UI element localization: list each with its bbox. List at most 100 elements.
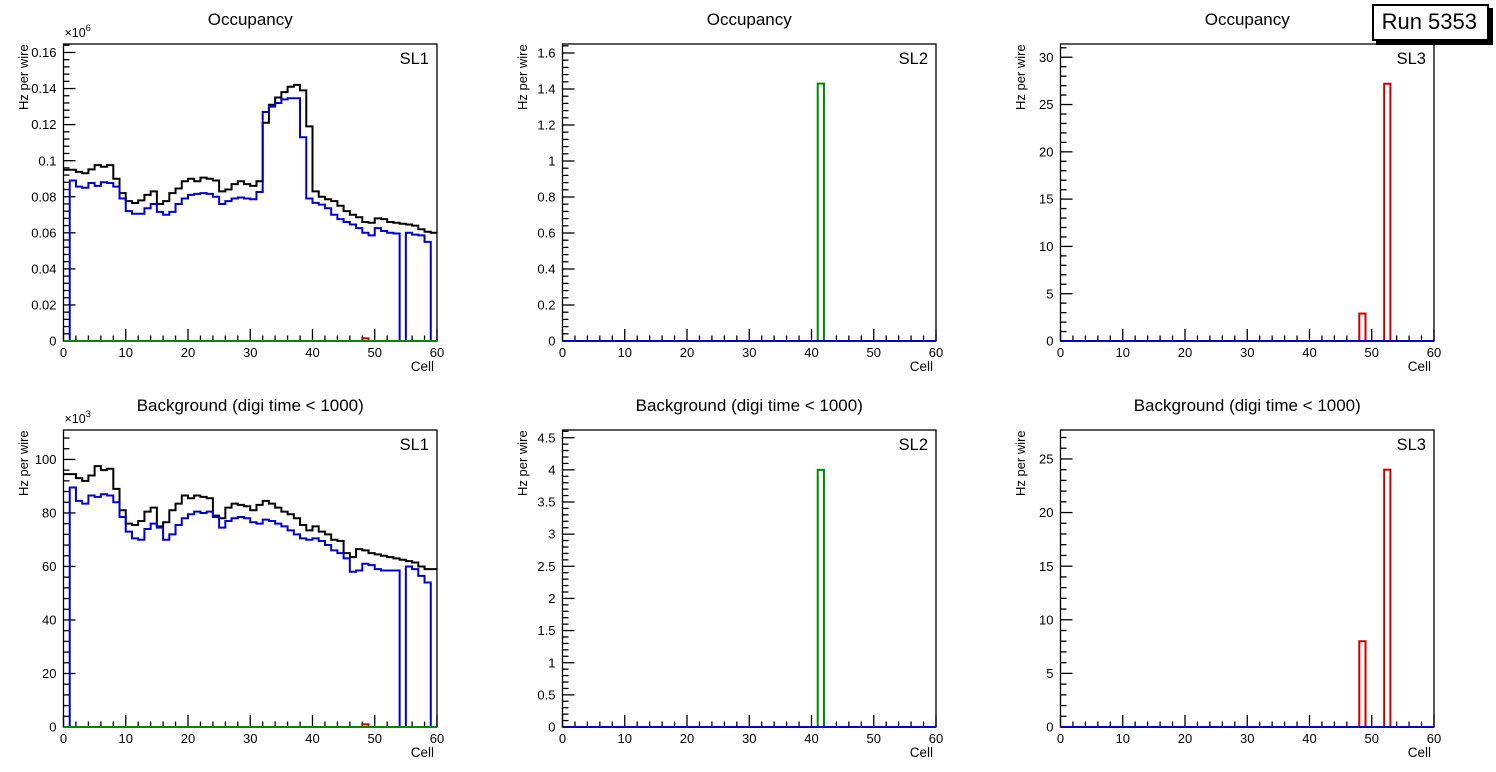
x-tick-label: 0	[559, 731, 566, 746]
panel-occupancy-sl3: 0 10 20 30 40 50 60 0 5 10 15 20 25 30 Occupancy SL3 Cel…	[997, 0, 1496, 386]
panel-label: SL1	[400, 436, 429, 454]
x-tick-label: 40	[1303, 345, 1317, 360]
run-badge-label: Run 5353	[1381, 9, 1477, 34]
chart-title: Background (digi time < 1000)	[635, 396, 862, 415]
y-tick-label: 30	[1039, 50, 1053, 65]
y-axis-title: Hz per wire	[1013, 430, 1028, 496]
x-tick-label: 0	[559, 345, 566, 360]
y-tick-label: 25	[1039, 97, 1053, 112]
x-tick-label: 40	[305, 345, 319, 360]
y-tick-label: 0.02	[31, 298, 56, 313]
y-axis-title: Hz per wire	[16, 430, 31, 496]
x-tick-label: 40	[804, 345, 818, 360]
y-tick-label: 0.04	[31, 261, 56, 276]
x-tick-label: 20	[1178, 731, 1192, 746]
x-tick-label: 10	[1116, 345, 1130, 360]
y-tick-label: 0	[548, 720, 555, 735]
y-tick-label: 40	[42, 613, 56, 628]
x-tick-label: 20	[679, 731, 693, 746]
chart-title: Occupancy	[208, 10, 293, 29]
chart-title: Occupancy	[1205, 10, 1290, 29]
x-tick-label: 10	[617, 731, 631, 746]
x-tick-label: 20	[181, 345, 195, 360]
chart-title: Occupancy	[706, 10, 792, 29]
y-tick-label: 20	[1039, 505, 1053, 520]
x-tick-label: 20	[679, 345, 693, 360]
y-axis-title: Hz per wire	[515, 44, 530, 110]
y-tick-label: 1.6	[537, 46, 555, 61]
histogram-chart-sl1: 0 10 20 30 40 50 60 0 20 40 60 80 100 ×103 Background …	[16, 396, 444, 760]
y-tick-label: 4	[548, 462, 555, 477]
x-tick-label: 60	[1427, 345, 1441, 360]
series-blue	[63, 486, 437, 728]
series-green	[816, 468, 825, 728]
histogram-chart-sl3: 0 10 20 30 40 50 60 0 5 10 15 20 25 Background (digi …	[1013, 396, 1441, 760]
x-tick-label: 30	[1240, 731, 1254, 746]
y-tick-label: 80	[42, 506, 56, 521]
x-tick-label: 50	[368, 731, 382, 746]
y-tick-label: 20	[1039, 144, 1053, 159]
panel-background-sl3: 0 10 20 30 40 50 60 0 5 10 15 20 25 Background (digi …	[997, 386, 1496, 772]
series-green	[816, 82, 825, 342]
series-blue	[63, 97, 437, 342]
series-red	[1383, 468, 1392, 728]
histogram-chart-sl3: 0 10 20 30 40 50 60 0 5 10 15 20 25 30 Occupancy SL3 Cel…	[1013, 10, 1441, 374]
x-tick-label: 0	[60, 731, 67, 746]
run-badge: Run 5353	[1371, 4, 1489, 41]
plot-frame	[561, 429, 937, 728]
y-tick-label: 0.08	[31, 189, 56, 204]
y-tick-label: 0.4	[537, 262, 555, 277]
x-axis-title: Cell	[909, 745, 932, 760]
series-black	[63, 465, 437, 571]
y-tick-label: 0.2	[537, 298, 555, 313]
x-tick-label: 40	[305, 731, 319, 746]
x-tick-label: 10	[119, 731, 133, 746]
x-tick-label: 20	[181, 731, 195, 746]
histogram-chart-sl1: 0 10 20 30 40 50 60 0 0.02 0.04 0.06 0.08 0.1 0.12 0.1…	[16, 10, 444, 374]
y-tick-label: 0.1	[38, 153, 56, 168]
histogram-chart-sl2: 0 10 20 30 40 50 60 0 0.2 0.4 0.6 0.8 1 1.2 1.4 1.6 Occu…	[515, 10, 943, 374]
x-tick-label: 60	[928, 345, 942, 360]
y-tick-label: 0	[49, 720, 56, 735]
panel-label: SL3	[1397, 436, 1426, 454]
panel-occupancy-sl2: 0 10 20 30 40 50 60 0 0.2 0.4 0.6 0.8 1 1.2 1.4 1.6 Occu…	[499, 0, 998, 386]
x-tick-label: 0	[1057, 345, 1064, 360]
panel-background-sl1: 0 10 20 30 40 50 60 0 20 40 60 80 100 ×103 Background …	[0, 386, 499, 772]
x-tick-label: 0	[1057, 731, 1064, 746]
x-tick-label: 50	[866, 731, 880, 746]
panel-occupancy-sl1: 0 10 20 30 40 50 60 0 0.02 0.04 0.06 0.08 0.1 0.12 0.1…	[0, 0, 499, 386]
y-scale-exponent: ×106	[64, 23, 90, 40]
series-red	[1383, 82, 1392, 342]
series-black	[63, 83, 437, 234]
x-tick-label: 40	[804, 731, 818, 746]
x-tick-label: 60	[430, 731, 444, 746]
series-red	[1358, 640, 1367, 728]
x-tick-label: 30	[742, 731, 756, 746]
y-tick-label: 0.12	[31, 117, 56, 132]
y-tick-label: 25	[1039, 452, 1053, 467]
y-tick-label: 1.4	[537, 82, 555, 97]
y-tick-label: 1.2	[537, 118, 555, 133]
y-tick-label: 3.5	[537, 495, 555, 510]
x-tick-label: 50	[866, 345, 880, 360]
x-tick-label: 40	[1303, 731, 1317, 746]
panel-label: SL2	[898, 436, 927, 454]
histogram-chart-sl2: 0 10 20 30 40 50 60 0 0.5 1 1.5 2 2.5 3 3.5 4 4.5 Backgro…	[515, 396, 943, 760]
x-tick-label: 50	[1365, 345, 1379, 360]
y-tick-label: 2	[548, 591, 555, 606]
y-tick-label: 0	[1047, 334, 1054, 349]
y-tick-label: 20	[42, 666, 56, 681]
x-tick-label: 0	[60, 345, 67, 360]
y-tick-label: 0.16	[31, 45, 56, 60]
x-tick-label: 60	[430, 345, 444, 360]
x-axis-title: Cell	[411, 359, 434, 374]
x-tick-label: 10	[617, 345, 631, 360]
plot-frame	[1060, 429, 1435, 728]
y-axis-title: Hz per wire	[515, 430, 530, 496]
series-red	[1358, 312, 1367, 342]
y-tick-label: 10	[1039, 612, 1053, 627]
x-tick-label: 20	[1178, 345, 1192, 360]
y-tick-label: 15	[1039, 559, 1053, 574]
x-tick-label: 50	[368, 345, 382, 360]
